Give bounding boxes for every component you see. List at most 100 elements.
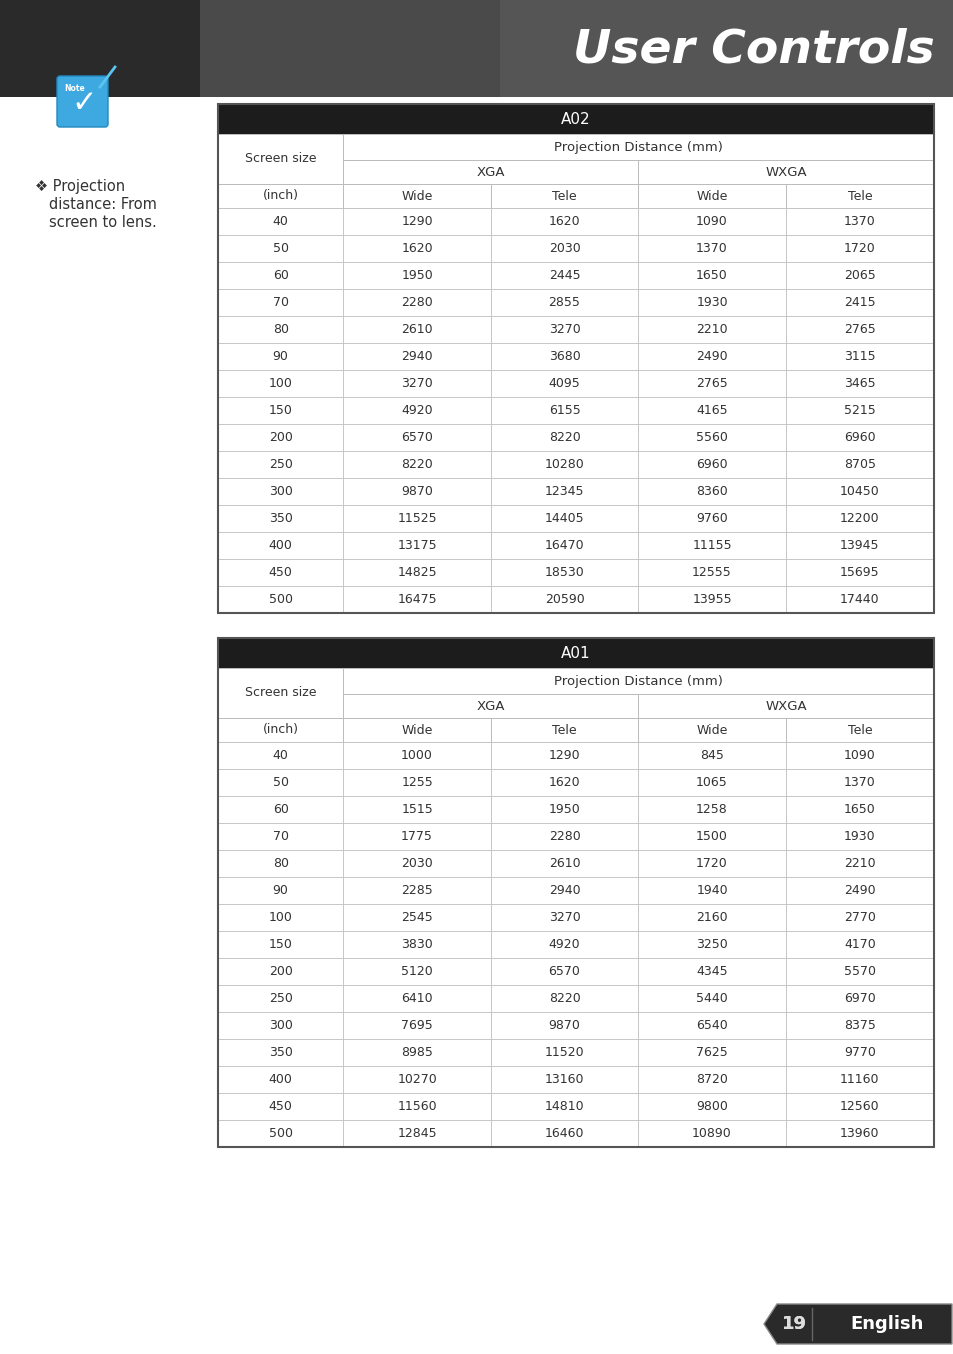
Text: 1515: 1515 <box>401 803 433 816</box>
Bar <box>218 638 933 1147</box>
Bar <box>218 104 933 613</box>
Bar <box>490 184 638 209</box>
Bar <box>638 424 785 451</box>
Bar <box>218 263 343 288</box>
Bar <box>218 315 343 343</box>
FancyBboxPatch shape <box>57 76 108 127</box>
Text: 10890: 10890 <box>692 1127 731 1140</box>
Bar <box>785 451 933 478</box>
Bar <box>638 932 785 959</box>
Bar <box>218 638 933 668</box>
Text: 9800: 9800 <box>696 1099 727 1113</box>
Bar <box>218 769 343 796</box>
Bar <box>218 1011 343 1039</box>
Text: 1950: 1950 <box>401 269 433 282</box>
Text: 1370: 1370 <box>843 215 875 227</box>
Text: 2415: 2415 <box>843 297 875 309</box>
Bar <box>638 1011 785 1039</box>
Text: 2940: 2940 <box>548 884 579 896</box>
Bar <box>785 984 933 1011</box>
Bar <box>343 288 490 315</box>
Bar <box>0 1294 953 1354</box>
Bar <box>343 959 490 984</box>
Text: 2065: 2065 <box>843 269 875 282</box>
Bar <box>218 586 343 613</box>
Bar <box>200 0 499 97</box>
Text: 80: 80 <box>273 324 289 336</box>
Bar <box>638 769 785 796</box>
Bar <box>785 1066 933 1093</box>
Text: Tele: Tele <box>552 723 577 737</box>
Bar <box>490 718 638 742</box>
Bar <box>638 370 785 397</box>
Text: 11525: 11525 <box>396 512 436 525</box>
Bar <box>490 742 638 769</box>
Bar <box>218 904 343 932</box>
Text: Wide: Wide <box>401 723 433 737</box>
Text: 2765: 2765 <box>843 324 875 336</box>
Text: 2030: 2030 <box>548 242 579 255</box>
Bar <box>785 532 933 559</box>
Text: 2610: 2610 <box>401 324 433 336</box>
Text: 1720: 1720 <box>696 857 727 871</box>
Bar <box>638 343 785 370</box>
Text: Tele: Tele <box>846 723 871 737</box>
Bar <box>343 160 638 184</box>
Bar <box>343 668 933 695</box>
Bar <box>490 236 638 263</box>
Text: 8220: 8220 <box>401 458 433 471</box>
Text: 14810: 14810 <box>544 1099 584 1113</box>
Text: 1940: 1940 <box>696 884 727 896</box>
Text: 3115: 3115 <box>843 349 875 363</box>
Text: 2210: 2210 <box>843 857 875 871</box>
Text: 3270: 3270 <box>548 911 579 923</box>
Text: (inch): (inch) <box>262 723 298 737</box>
Bar <box>218 343 343 370</box>
Text: A01: A01 <box>560 646 590 661</box>
Text: 9770: 9770 <box>843 1047 875 1059</box>
Bar <box>218 288 343 315</box>
Bar <box>343 424 490 451</box>
Text: 4095: 4095 <box>548 376 579 390</box>
Bar <box>343 370 490 397</box>
Text: 8220: 8220 <box>548 431 579 444</box>
Text: 200: 200 <box>269 431 293 444</box>
Text: 1620: 1620 <box>548 776 579 789</box>
Bar <box>343 343 490 370</box>
Bar <box>343 1011 490 1039</box>
Bar <box>490 877 638 904</box>
Bar <box>343 559 490 586</box>
Bar <box>218 718 343 742</box>
Text: 70: 70 <box>273 297 289 309</box>
Bar <box>343 823 490 850</box>
Text: 1370: 1370 <box>696 242 727 255</box>
Bar <box>785 1093 933 1120</box>
Text: 8220: 8220 <box>548 992 579 1005</box>
Bar <box>218 877 343 904</box>
Text: 1930: 1930 <box>843 830 875 844</box>
Text: Wide: Wide <box>401 190 433 203</box>
Text: 16475: 16475 <box>396 593 436 607</box>
Text: 13175: 13175 <box>396 539 436 552</box>
Text: User Controls: User Controls <box>573 27 934 73</box>
Text: 13160: 13160 <box>544 1072 583 1086</box>
Text: 2285: 2285 <box>401 884 433 896</box>
Bar <box>638 718 785 742</box>
Text: 250: 250 <box>269 458 293 471</box>
Bar <box>638 288 785 315</box>
Bar <box>343 315 490 343</box>
Bar <box>218 984 343 1011</box>
Bar <box>785 478 933 505</box>
Bar <box>0 0 953 97</box>
Bar <box>490 769 638 796</box>
Text: English: English <box>849 1315 923 1332</box>
Text: XGA: XGA <box>476 700 504 712</box>
Bar <box>638 1093 785 1120</box>
Text: 1255: 1255 <box>401 776 433 789</box>
Text: 1950: 1950 <box>548 803 579 816</box>
Bar <box>218 932 343 959</box>
Bar <box>638 984 785 1011</box>
Text: 300: 300 <box>269 485 293 498</box>
Bar <box>343 718 490 742</box>
Bar <box>785 877 933 904</box>
